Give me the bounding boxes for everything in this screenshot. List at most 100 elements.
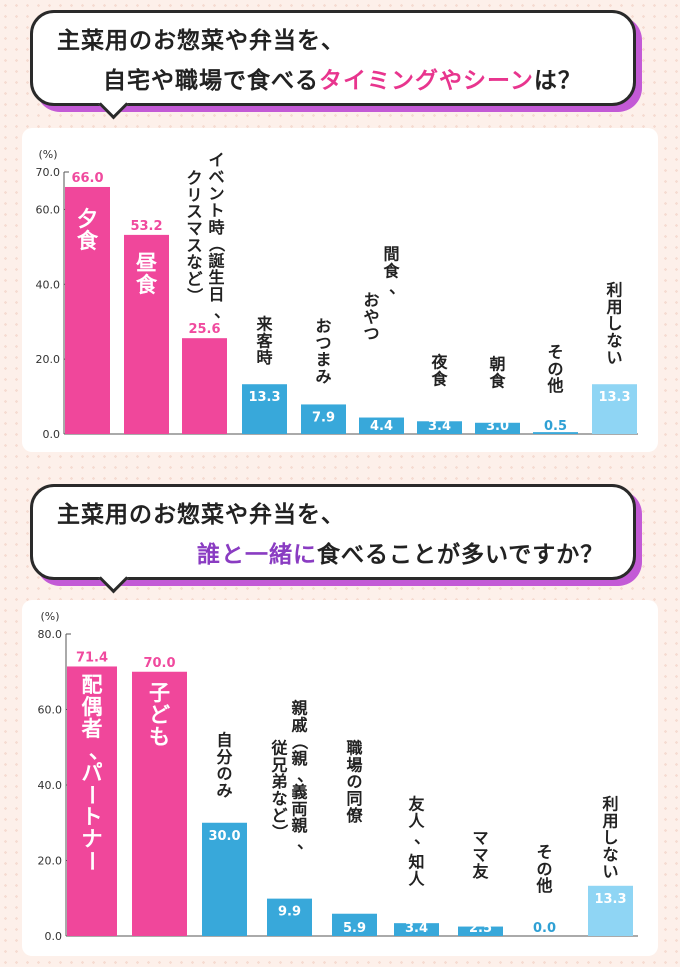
svg-text:義: 義 [291, 783, 307, 802]
svg-text:僚: 僚 [345, 806, 363, 825]
value-label-8: 3.0 [486, 419, 509, 434]
svg-text:分: 分 [216, 747, 232, 766]
svg-text:し: し [606, 314, 622, 333]
value-label-6: 4.4 [370, 419, 393, 434]
bar-8 [475, 422, 520, 434]
category-label-1: 夕食 [77, 207, 99, 253]
svg-text:い: い [602, 862, 618, 881]
svg-text:利: 利 [602, 795, 618, 814]
bar-6 [394, 923, 439, 936]
svg-text:お: お [363, 291, 379, 310]
svg-text:ト: ト [82, 805, 103, 829]
chart-card-2: (%) 0.0 20.0 40.0 60.0 80.0 71.4 配偶者、パートナー 70.0 子… [22, 600, 658, 956]
svg-text:や: や [363, 307, 379, 326]
bar-1 [67, 666, 117, 936]
category-label-7: ママ友 [472, 829, 489, 882]
svg-text:食: 食 [77, 229, 99, 253]
bar-9 [533, 432, 578, 434]
svg-text:ク: ク [186, 169, 202, 188]
svg-text:み: み [315, 367, 331, 386]
svg-text:ナ: ナ [82, 827, 103, 851]
svg-text:ン: ン [208, 184, 224, 203]
chart-companion: (%)0.020.040.060.080.071.4配偶者、パートナー70.0子… [38, 610, 638, 943]
value-label-1: 66.0 [71, 171, 103, 186]
svg-text:弟: 弟 [271, 772, 287, 791]
y-tick-label: 20.0 [38, 855, 63, 868]
svg-text:ま: ま [315, 350, 331, 369]
svg-text:親: 親 [291, 699, 307, 718]
svg-text:利: 利 [606, 281, 622, 300]
svg-text:し: し [602, 828, 618, 847]
svg-text:用: 用 [602, 811, 618, 830]
value-label-3: 30.0 [208, 829, 240, 844]
category-label-7: 夜食 [430, 353, 448, 389]
svg-text:生: 生 [208, 268, 224, 287]
bar-2 [124, 234, 169, 434]
y-tick-label: 60.0 [36, 203, 61, 216]
svg-text:朝: 朝 [489, 355, 505, 374]
svg-text:な: な [606, 331, 622, 350]
svg-text:偶: 偶 [82, 695, 103, 719]
category-label-4: 来客時 [255, 315, 273, 368]
category-label-9: その他 [546, 343, 563, 396]
heading-1-text-c: は？ [533, 68, 582, 94]
svg-text:時: 時 [256, 348, 272, 367]
svg-text:同: 同 [346, 789, 362, 808]
y-tick-label: 40.0 [36, 278, 61, 291]
chart-timing: (%)0.020.040.060.070.0 66.0夕食53.2昼食25.6イベ… [36, 148, 638, 441]
bar-3 [182, 338, 227, 434]
svg-text:間: 間 [383, 245, 399, 264]
value-label-2: 70.0 [143, 656, 175, 671]
svg-text:親: 親 [291, 749, 307, 768]
svg-text:食: 食 [488, 371, 506, 390]
svg-text:親: 親 [291, 816, 307, 835]
svg-text:つ: つ [363, 324, 379, 343]
svg-text:戚: 戚 [291, 715, 307, 734]
bar-4 [242, 384, 287, 434]
svg-text:ー: ー [80, 850, 104, 871]
svg-text:そ: そ [547, 343, 563, 362]
svg-text:用: 用 [606, 297, 622, 316]
svg-text:そ: そ [536, 843, 552, 862]
category-label-8: 朝食 [488, 355, 506, 391]
svg-text:両: 両 [291, 799, 307, 818]
heading-1-text-a: 自宅や職場で食べる [103, 68, 319, 94]
bar-4 [267, 898, 312, 936]
bar-9 [588, 885, 633, 936]
svg-text:人: 人 [408, 869, 425, 888]
svg-text:食: 食 [430, 369, 448, 388]
svg-text:他: 他 [546, 376, 563, 395]
heading-1-highlight: タイミングやシーン [319, 68, 534, 94]
value-label-9: 0.5 [544, 419, 567, 434]
value-label-2: 53.2 [130, 219, 162, 234]
bar-5 [332, 913, 377, 936]
value-label-5: 7.9 [312, 410, 335, 425]
svg-text:ど: ど [149, 703, 170, 727]
svg-text:い: い [606, 348, 622, 367]
svg-text:）: ） [270, 824, 289, 840]
svg-text:友: 友 [408, 795, 425, 814]
y-tick-label: 60.0 [38, 704, 63, 717]
svg-text:み: み [216, 781, 232, 800]
value-label-9: 13.3 [594, 892, 626, 907]
value-label-4: 13.3 [248, 390, 280, 405]
svg-text:昼: 昼 [136, 251, 157, 275]
svg-text:子: 子 [149, 681, 170, 705]
svg-text:（: （ [290, 734, 309, 750]
bar-6 [359, 417, 404, 434]
svg-text:、: 、 [389, 278, 405, 297]
category-label-6: 間食、おやつ [363, 245, 405, 344]
svg-text:食: 食 [136, 273, 158, 297]
svg-text:食: 食 [382, 261, 400, 280]
category-label-2: 子ども [149, 681, 170, 749]
svg-text:な: な [186, 253, 202, 272]
svg-text:時: 時 [208, 218, 224, 237]
svg-text:ど: ど [186, 269, 202, 288]
svg-text:つ: つ [315, 333, 331, 352]
